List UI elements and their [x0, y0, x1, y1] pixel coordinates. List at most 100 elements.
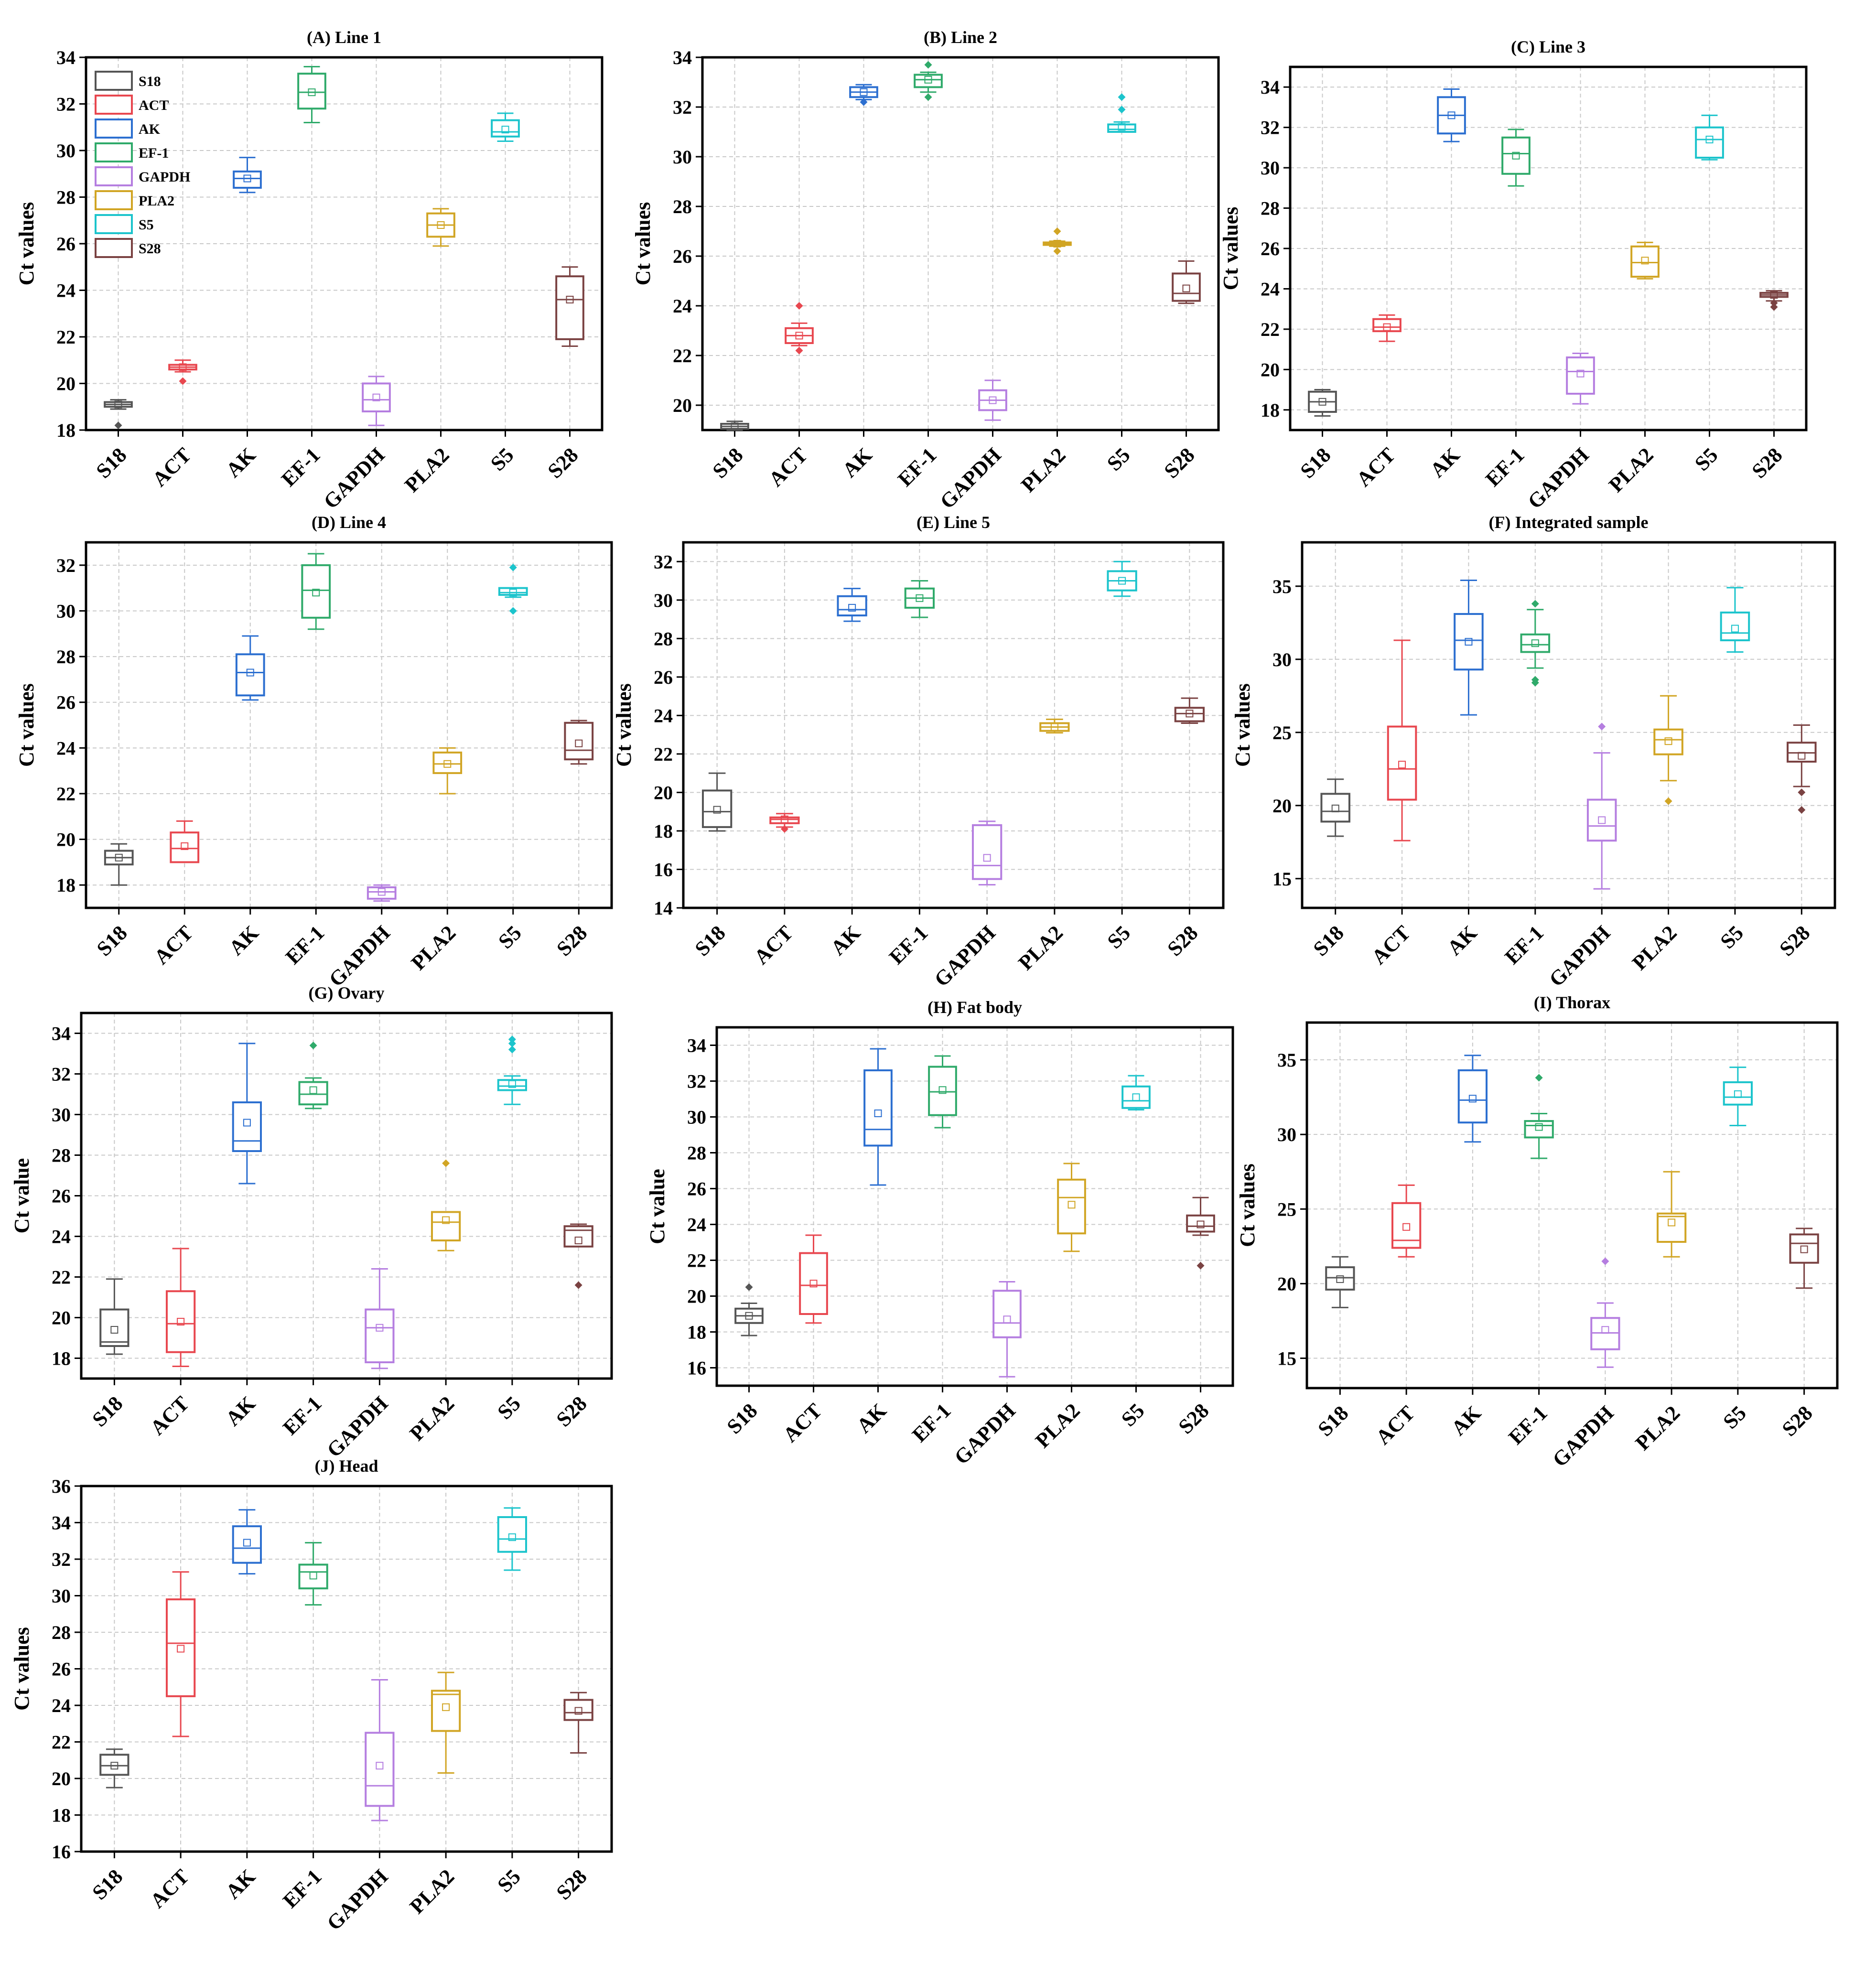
x-tick-label: S28 — [552, 921, 592, 960]
box-s18 — [1325, 1256, 1355, 1308]
box-gapdh — [971, 820, 1003, 886]
outlier-point — [574, 1281, 582, 1289]
outlier-point — [114, 421, 122, 430]
box-iqr — [1457, 1069, 1488, 1124]
box-iqr — [837, 595, 867, 616]
x-tick-label: EF-1 — [1504, 1401, 1552, 1449]
y-tick-label: 20 — [1261, 359, 1280, 380]
x-tick-label: ACT — [146, 1391, 194, 1439]
box-iqr — [1320, 793, 1350, 823]
box-iqr — [863, 1069, 893, 1147]
y-tick-label: 34 — [673, 47, 692, 68]
y-tick-label: 26 — [52, 1659, 71, 1680]
y-tick-label: 24 — [1261, 278, 1280, 300]
box-ak — [232, 1509, 262, 1575]
legend-swatch — [95, 71, 133, 91]
legend-label: AK — [139, 121, 161, 137]
x-tick-label: S5 — [493, 1864, 525, 1897]
x-tick-label: GAPDH — [950, 1399, 1020, 1469]
y-tick-label: 36 — [52, 1476, 71, 1497]
plot-frame — [682, 541, 1225, 909]
box-iqr — [1107, 123, 1136, 133]
box-s5 — [1695, 114, 1724, 161]
y-tick-label: 34 — [687, 1035, 706, 1056]
x-tick-label: AK — [221, 1864, 260, 1903]
outlier-point — [1664, 797, 1672, 805]
box-iqr — [99, 1754, 129, 1776]
mean-marker — [983, 854, 991, 862]
box-pla2 — [1656, 1171, 1687, 1258]
legend-item-gapdh: GAPDH — [95, 166, 190, 186]
x-tick-label: S5 — [1102, 443, 1135, 475]
x-tick-label: EF-1 — [884, 921, 932, 969]
x-tick-label: S5 — [1715, 921, 1748, 953]
x-tick-label: S28 — [1163, 921, 1202, 960]
x-tick-label: AK — [852, 1399, 891, 1437]
box-iqr — [1387, 725, 1417, 801]
box-gapdh — [1586, 722, 1617, 890]
mean-marker — [1800, 1245, 1808, 1253]
x-tick-label: S28 — [552, 1864, 592, 1904]
box-iqr — [1372, 318, 1402, 333]
x-tick-label: S5 — [486, 443, 518, 475]
plot-frame — [715, 1026, 1234, 1387]
y-tick-label: 25 — [1277, 1198, 1296, 1220]
panel-title: (A) Line 1 — [307, 28, 381, 47]
x-tick-label: EF-1 — [907, 1399, 955, 1446]
mean-marker — [1664, 737, 1672, 745]
box-act — [1391, 1184, 1422, 1258]
chart-panel-h: (H) Fat body 16 18 20 22 24 26 28 30 32 34 Ct value… — [646, 998, 1234, 1469]
y-tick-label: 24 — [56, 737, 75, 759]
box-s5 — [498, 563, 528, 615]
box-ef-1 — [301, 553, 331, 630]
mean-marker — [1053, 240, 1061, 248]
box-s18 — [99, 1748, 129, 1789]
box-iqr — [491, 119, 520, 138]
x-tick-label: AK — [1447, 1401, 1486, 1440]
y-tick-label: 30 — [673, 146, 692, 168]
box-act — [170, 820, 200, 863]
mean-marker — [860, 88, 868, 96]
legend-swatch — [95, 119, 133, 139]
box-pla2 — [432, 747, 463, 795]
mean-marker — [1402, 1223, 1411, 1231]
mean-marker — [1132, 1093, 1140, 1101]
x-tick-label: S18 — [708, 443, 747, 483]
box-s5 — [1720, 587, 1750, 653]
box-iqr — [928, 1066, 957, 1116]
box-act — [1387, 639, 1417, 841]
chart-panel-f: (F) Integrated sample 15 20 25 30 35 Ct values… — [1231, 513, 1836, 991]
x-tick-label: S28 — [1747, 443, 1787, 483]
box-ef-1 — [928, 1055, 957, 1129]
y-tick-label: 25 — [1272, 722, 1292, 743]
legend-swatch — [95, 190, 133, 210]
mean-marker — [938, 1086, 947, 1094]
y-tick-label: 28 — [56, 646, 75, 668]
y-tick-label: 22 — [56, 326, 75, 348]
x-tick-label: S28 — [543, 443, 582, 483]
x-tick-label: S5 — [1718, 1401, 1751, 1433]
legend: S18 ACT AK EF-1 GAPDH PLA2 S5 S28 — [95, 71, 190, 258]
mean-marker — [1336, 1275, 1344, 1283]
x-tick-label: ACT — [1371, 1401, 1419, 1449]
mean-marker — [177, 1645, 185, 1653]
plot-frame — [85, 56, 604, 431]
box-pla2 — [1630, 241, 1660, 280]
mean-marker — [376, 1762, 384, 1770]
outlier-point — [1197, 1261, 1205, 1270]
legend-label: S18 — [139, 74, 161, 89]
x-tick-label: S18 — [92, 921, 132, 960]
y-tick-label: 28 — [654, 628, 673, 649]
x-tick-label: S18 — [1295, 443, 1335, 483]
outlier-point — [1118, 93, 1126, 101]
y-tick-label: 22 — [56, 783, 75, 805]
chart-panel-j: (J) Head 16 18 20 22 24 26 28 30 32 34 36 Ct values S… — [10, 1456, 613, 1935]
mean-marker — [508, 1080, 516, 1088]
box-s28 — [1172, 260, 1201, 304]
box-iqr — [1172, 272, 1201, 302]
y-tick-label: 22 — [673, 345, 692, 366]
box-iqr — [497, 1079, 528, 1091]
mean-marker — [442, 1216, 450, 1224]
mean-marker — [1731, 625, 1739, 633]
